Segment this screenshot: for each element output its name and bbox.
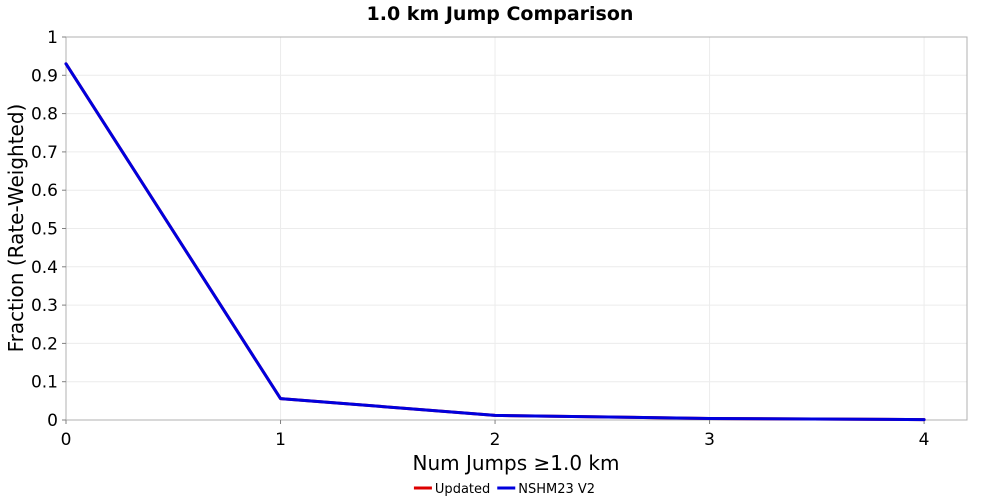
x-tick-label: 0 xyxy=(61,430,72,450)
legend-label: Updated xyxy=(435,482,490,497)
legend-entry: Updated xyxy=(413,482,490,497)
series-line-1 xyxy=(64,62,926,422)
y-tick-label: 0.9 xyxy=(31,66,58,86)
x-tick-label: 3 xyxy=(704,430,715,450)
x-axis-ticks: 0 1 2 3 4 xyxy=(61,420,930,450)
x-tick-label: 1 xyxy=(275,430,286,450)
chart-title: 1.0 km Jump Comparison xyxy=(367,3,634,25)
series-lines xyxy=(64,62,926,422)
x-tick-label: 2 xyxy=(490,430,501,450)
y-tick-label: 0.3 xyxy=(31,296,58,316)
y-tick-label: 0.8 xyxy=(31,105,58,125)
y-tick-label: 0.7 xyxy=(31,143,58,163)
y-tick-label: 0 xyxy=(47,411,58,431)
x-axis-label: Num Jumps ≥1.0 km xyxy=(413,451,620,475)
x-tick-label: 4 xyxy=(919,430,930,450)
y-tick-label: 0.5 xyxy=(31,220,58,240)
y-tick-label: 0.1 xyxy=(31,373,58,393)
y-axis-label: Fraction (Rate-Weighted) xyxy=(4,104,28,353)
y-tick-label: 1 xyxy=(47,28,58,48)
legend-entry: NSHM23 V2 xyxy=(497,482,595,497)
y-tick-label: 0.4 xyxy=(31,258,58,278)
grid-lines xyxy=(65,36,967,421)
y-axis-ticks: 0 0.1 0.2 0.3 0.4 0.5 0.6 0.7 0.8 0.9 1 xyxy=(31,28,66,431)
y-tick-label: 0.2 xyxy=(31,334,58,354)
legend-label: NSHM23 V2 xyxy=(518,482,595,497)
y-tick-label: 0.6 xyxy=(31,181,58,201)
legend: Updated NSHM23 V2 xyxy=(413,482,595,497)
